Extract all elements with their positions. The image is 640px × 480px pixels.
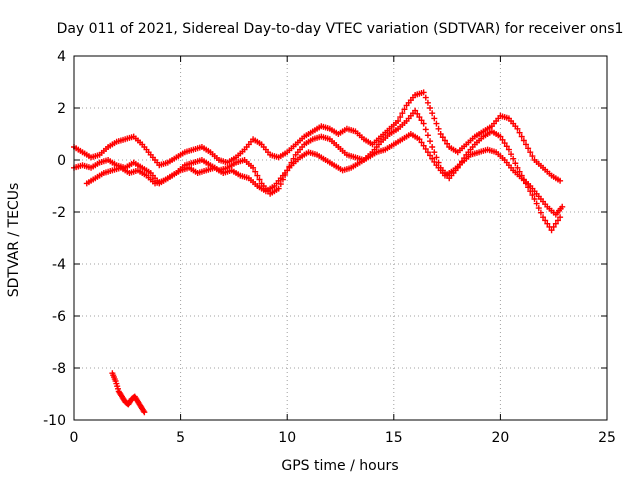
data-point — [514, 164, 521, 171]
y-axis-label: SDTVAR / TECUs — [6, 183, 22, 298]
data-point — [418, 117, 425, 124]
data-point — [412, 107, 419, 114]
data-point — [420, 142, 427, 149]
y-tick-label: -6 — [52, 309, 66, 325]
y-tick-label: -8 — [52, 361, 66, 377]
data-point — [439, 134, 446, 141]
data-point — [540, 214, 547, 221]
y-tick-label: 2 — [57, 101, 66, 117]
data-point — [427, 152, 434, 159]
data-point — [433, 120, 440, 127]
data-point — [503, 143, 510, 150]
data-point — [533, 200, 540, 207]
data-point — [535, 205, 542, 212]
data-point — [508, 151, 515, 158]
data-point — [510, 155, 517, 162]
data-point — [525, 145, 532, 152]
data-point — [416, 136, 423, 143]
data-point — [431, 115, 438, 122]
data-point — [414, 110, 421, 117]
data-point — [505, 146, 512, 153]
data-point — [250, 164, 257, 171]
x-tick-label: 10 — [278, 430, 296, 446]
plot-frame — [73, 55, 608, 421]
data-point — [514, 125, 521, 132]
x-axis-label: GPS time / hours — [281, 458, 398, 474]
data-point — [416, 114, 423, 121]
data-point — [422, 145, 429, 152]
data-point — [424, 99, 431, 106]
data-point — [531, 196, 538, 202]
data-point — [548, 227, 555, 234]
y-tick-label: -4 — [52, 257, 66, 273]
data-point — [516, 129, 523, 136]
data-point — [141, 409, 148, 416]
data-point — [437, 131, 444, 137]
y-tick-label: -2 — [52, 205, 66, 221]
data-point — [441, 137, 448, 144]
data-point — [431, 149, 438, 156]
data-point — [518, 133, 525, 140]
axis-ticks: 0 5 10 15 20 25 -10 -8 -6 -4 -2 0 2 4 — [43, 49, 616, 446]
data-point — [424, 132, 431, 139]
data-point — [254, 172, 261, 179]
data-point — [399, 110, 406, 117]
data-point — [256, 176, 263, 183]
data-point — [418, 139, 425, 146]
data-point — [435, 125, 442, 132]
data-point — [397, 114, 404, 121]
data-point — [552, 220, 559, 227]
x-tick-label: 20 — [491, 430, 509, 446]
data-points — [71, 89, 566, 416]
data-point — [429, 155, 436, 162]
data-point — [529, 192, 536, 199]
data-point — [433, 154, 440, 161]
data-point — [420, 89, 427, 96]
data-point — [401, 106, 408, 113]
data-point — [497, 133, 504, 140]
data-point — [559, 203, 566, 210]
data-point — [557, 177, 564, 184]
data-point — [550, 223, 557, 230]
series-track-lower — [83, 131, 566, 218]
series-track-outlier — [109, 370, 148, 416]
data-point — [252, 168, 259, 175]
data-point — [422, 126, 429, 133]
x-tick-label: 15 — [385, 430, 403, 446]
data-point — [429, 144, 436, 150]
grid — [74, 56, 607, 420]
data-point — [527, 149, 534, 156]
data-point — [557, 214, 564, 221]
y-tick-label: 4 — [57, 49, 66, 65]
x-tick-label: 0 — [70, 430, 79, 446]
data-point — [554, 217, 561, 224]
data-point — [529, 153, 536, 160]
data-point — [444, 140, 451, 147]
data-point — [501, 140, 508, 147]
data-point — [522, 141, 529, 148]
x-tick-label: 25 — [598, 430, 616, 446]
data-point — [431, 158, 438, 165]
data-point — [542, 217, 549, 224]
data-point — [424, 149, 431, 156]
data-point — [422, 94, 429, 101]
data-point — [544, 220, 551, 227]
data-point — [429, 110, 436, 117]
data-point — [537, 209, 544, 216]
data-point — [395, 118, 402, 124]
data-point — [520, 137, 527, 144]
chart-title: Day 011 of 2021, Sidereal Day-to-day VTE… — [57, 21, 624, 37]
data-point — [420, 120, 427, 127]
data-point — [427, 138, 434, 145]
series-track-upper — [71, 89, 564, 184]
y-tick-label: -10 — [43, 413, 66, 429]
data-point — [275, 185, 282, 192]
y-tick-label: 0 — [57, 153, 66, 169]
data-point — [512, 160, 519, 167]
x-tick-label: 5 — [176, 430, 185, 446]
data-point — [427, 105, 434, 111]
data-point — [499, 136, 506, 143]
